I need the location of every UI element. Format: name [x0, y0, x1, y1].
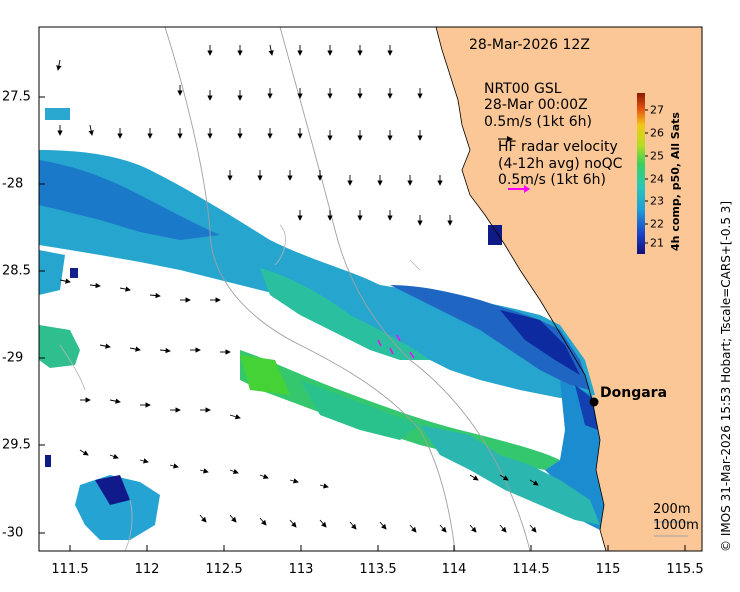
depth-contour-1000m: [164, 27, 456, 551]
depth-legend-200m: 200m: [653, 502, 691, 517]
colorbar-tick-marks: [645, 109, 648, 244]
colorbar: [637, 93, 645, 254]
colorbar-tick: 22: [650, 217, 664, 231]
x-tick-label: 115: [595, 562, 621, 577]
x-tick-label: 111.5: [51, 562, 89, 577]
x-tick-label: 114.5: [512, 562, 550, 577]
radar-velocity-arrows: [377, 334, 415, 359]
model-velocity-arrows: [56, 44, 539, 533]
side-credit: © IMOS 31-Mar-2026 15:53 Hobart; Tscale=…: [719, 200, 733, 552]
y-tick-label: -29: [2, 350, 24, 366]
x-tick-label: 113: [288, 562, 314, 577]
colorbar-tick: 27: [650, 103, 664, 117]
place-label-dongara: Dongara: [600, 385, 668, 401]
x-tick-label: 112.5: [205, 562, 243, 577]
radar-scale: 0.5m/s (1kt 6h): [498, 172, 607, 188]
y-tick-label: -30: [2, 525, 24, 541]
colorbar-tick: 23: [650, 194, 664, 208]
depth-contour-200m: [279, 27, 531, 551]
model-scale: 0.5m/s (1kt 6h): [484, 114, 593, 130]
x-tick-label: 114: [441, 562, 467, 577]
coastline: [435, 27, 607, 551]
datetime-title: 28-Mar-2026 12Z: [469, 37, 590, 53]
depth-contour-extra: [59, 224, 421, 551]
colorbar-tick: 25: [650, 149, 664, 163]
x-tick-label: 113.5: [359, 562, 397, 577]
y-tick-label: 27.5: [2, 89, 31, 105]
model-time: 28-Mar 00:00Z: [484, 97, 588, 113]
y-tick-label: 29.5: [2, 437, 31, 453]
radar-avg: (4-12h avg) noQC: [498, 156, 623, 172]
plot-frame: [38, 26, 703, 552]
y-tick-label: -28: [2, 176, 24, 192]
x-tick-label: 112: [134, 562, 160, 577]
colorbar-tick: 24: [650, 172, 664, 186]
axis-tick-marks: [39, 96, 686, 551]
colorbar-label: 4h comp, p50, All Sats: [669, 112, 682, 251]
y-tick-label: 28.5: [2, 263, 31, 279]
dongara-marker: [589, 397, 599, 407]
land-mass: [436, 27, 702, 551]
x-tick-label: 115.5: [666, 562, 704, 577]
colorbar-tick: 26: [650, 126, 664, 140]
radar-scale-arrowhead: [524, 185, 530, 193]
depth-legend-1000m: 1000m: [653, 518, 699, 533]
sst-field: [39, 108, 604, 540]
colorbar-tick: 21: [650, 236, 664, 250]
model-label: NRT00 GSL: [484, 81, 562, 97]
radar-label: HF radar velocity: [498, 139, 618, 155]
